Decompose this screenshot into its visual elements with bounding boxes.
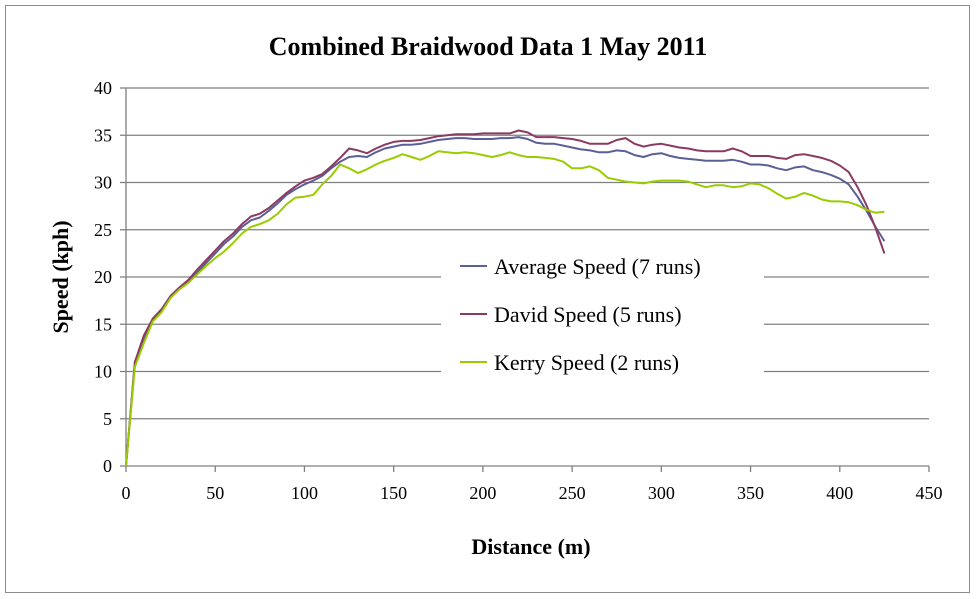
y-tick-label-30: 30 — [94, 173, 112, 193]
x-tick-labels: 0 50 100 150 200 250 300 350 400 450 — [122, 483, 943, 503]
y-tick-label-5: 5 — [103, 409, 112, 429]
x-tick-label-100: 100 — [291, 483, 318, 503]
legend-box — [441, 240, 764, 377]
y-tick-label-25: 25 — [94, 220, 112, 240]
y-axis-label: Speed (kph) — [48, 220, 73, 333]
x-tick-label-50: 50 — [206, 483, 224, 503]
legend: Average Speed (7 runs) David Speed (5 run… — [441, 240, 764, 377]
axes — [120, 87, 930, 472]
y-tick-label-10: 10 — [94, 362, 112, 382]
y-tick-label-20: 20 — [94, 267, 112, 287]
x-tick-label-0: 0 — [122, 483, 131, 503]
x-tick-label-450: 450 — [916, 483, 943, 503]
series-lines — [125, 129, 886, 467]
legend-label-0: Average Speed (7 runs) — [494, 254, 701, 279]
legend-label-2: Kerry Speed (2 runs) — [494, 350, 679, 375]
x-tick-label-250: 250 — [559, 483, 586, 503]
series-line-0 — [125, 136, 886, 467]
series-line-2 — [125, 150, 885, 467]
series-line-1 — [125, 129, 886, 467]
x-tick-label-300: 300 — [648, 483, 675, 503]
y-tick-label-35: 35 — [94, 125, 112, 145]
y-tick-labels: 0 5 10 15 20 25 30 35 40 — [94, 78, 112, 476]
x-tick-label-150: 150 — [380, 483, 407, 503]
gridlines — [126, 87, 929, 420]
legend-label-1: David Speed (5 runs) — [494, 302, 682, 327]
chart-title: Combined Braidwood Data 1 May 2011 — [269, 32, 707, 61]
x-axis-label: Distance (m) — [471, 534, 590, 559]
y-tick-label-0: 0 — [103, 456, 112, 476]
x-tick-label-400: 400 — [826, 483, 853, 503]
y-tick-label-40: 40 — [94, 78, 112, 98]
y-tick-label-15: 15 — [94, 314, 112, 334]
x-tick-label-350: 350 — [737, 483, 764, 503]
x-tick-label-200: 200 — [469, 483, 496, 503]
